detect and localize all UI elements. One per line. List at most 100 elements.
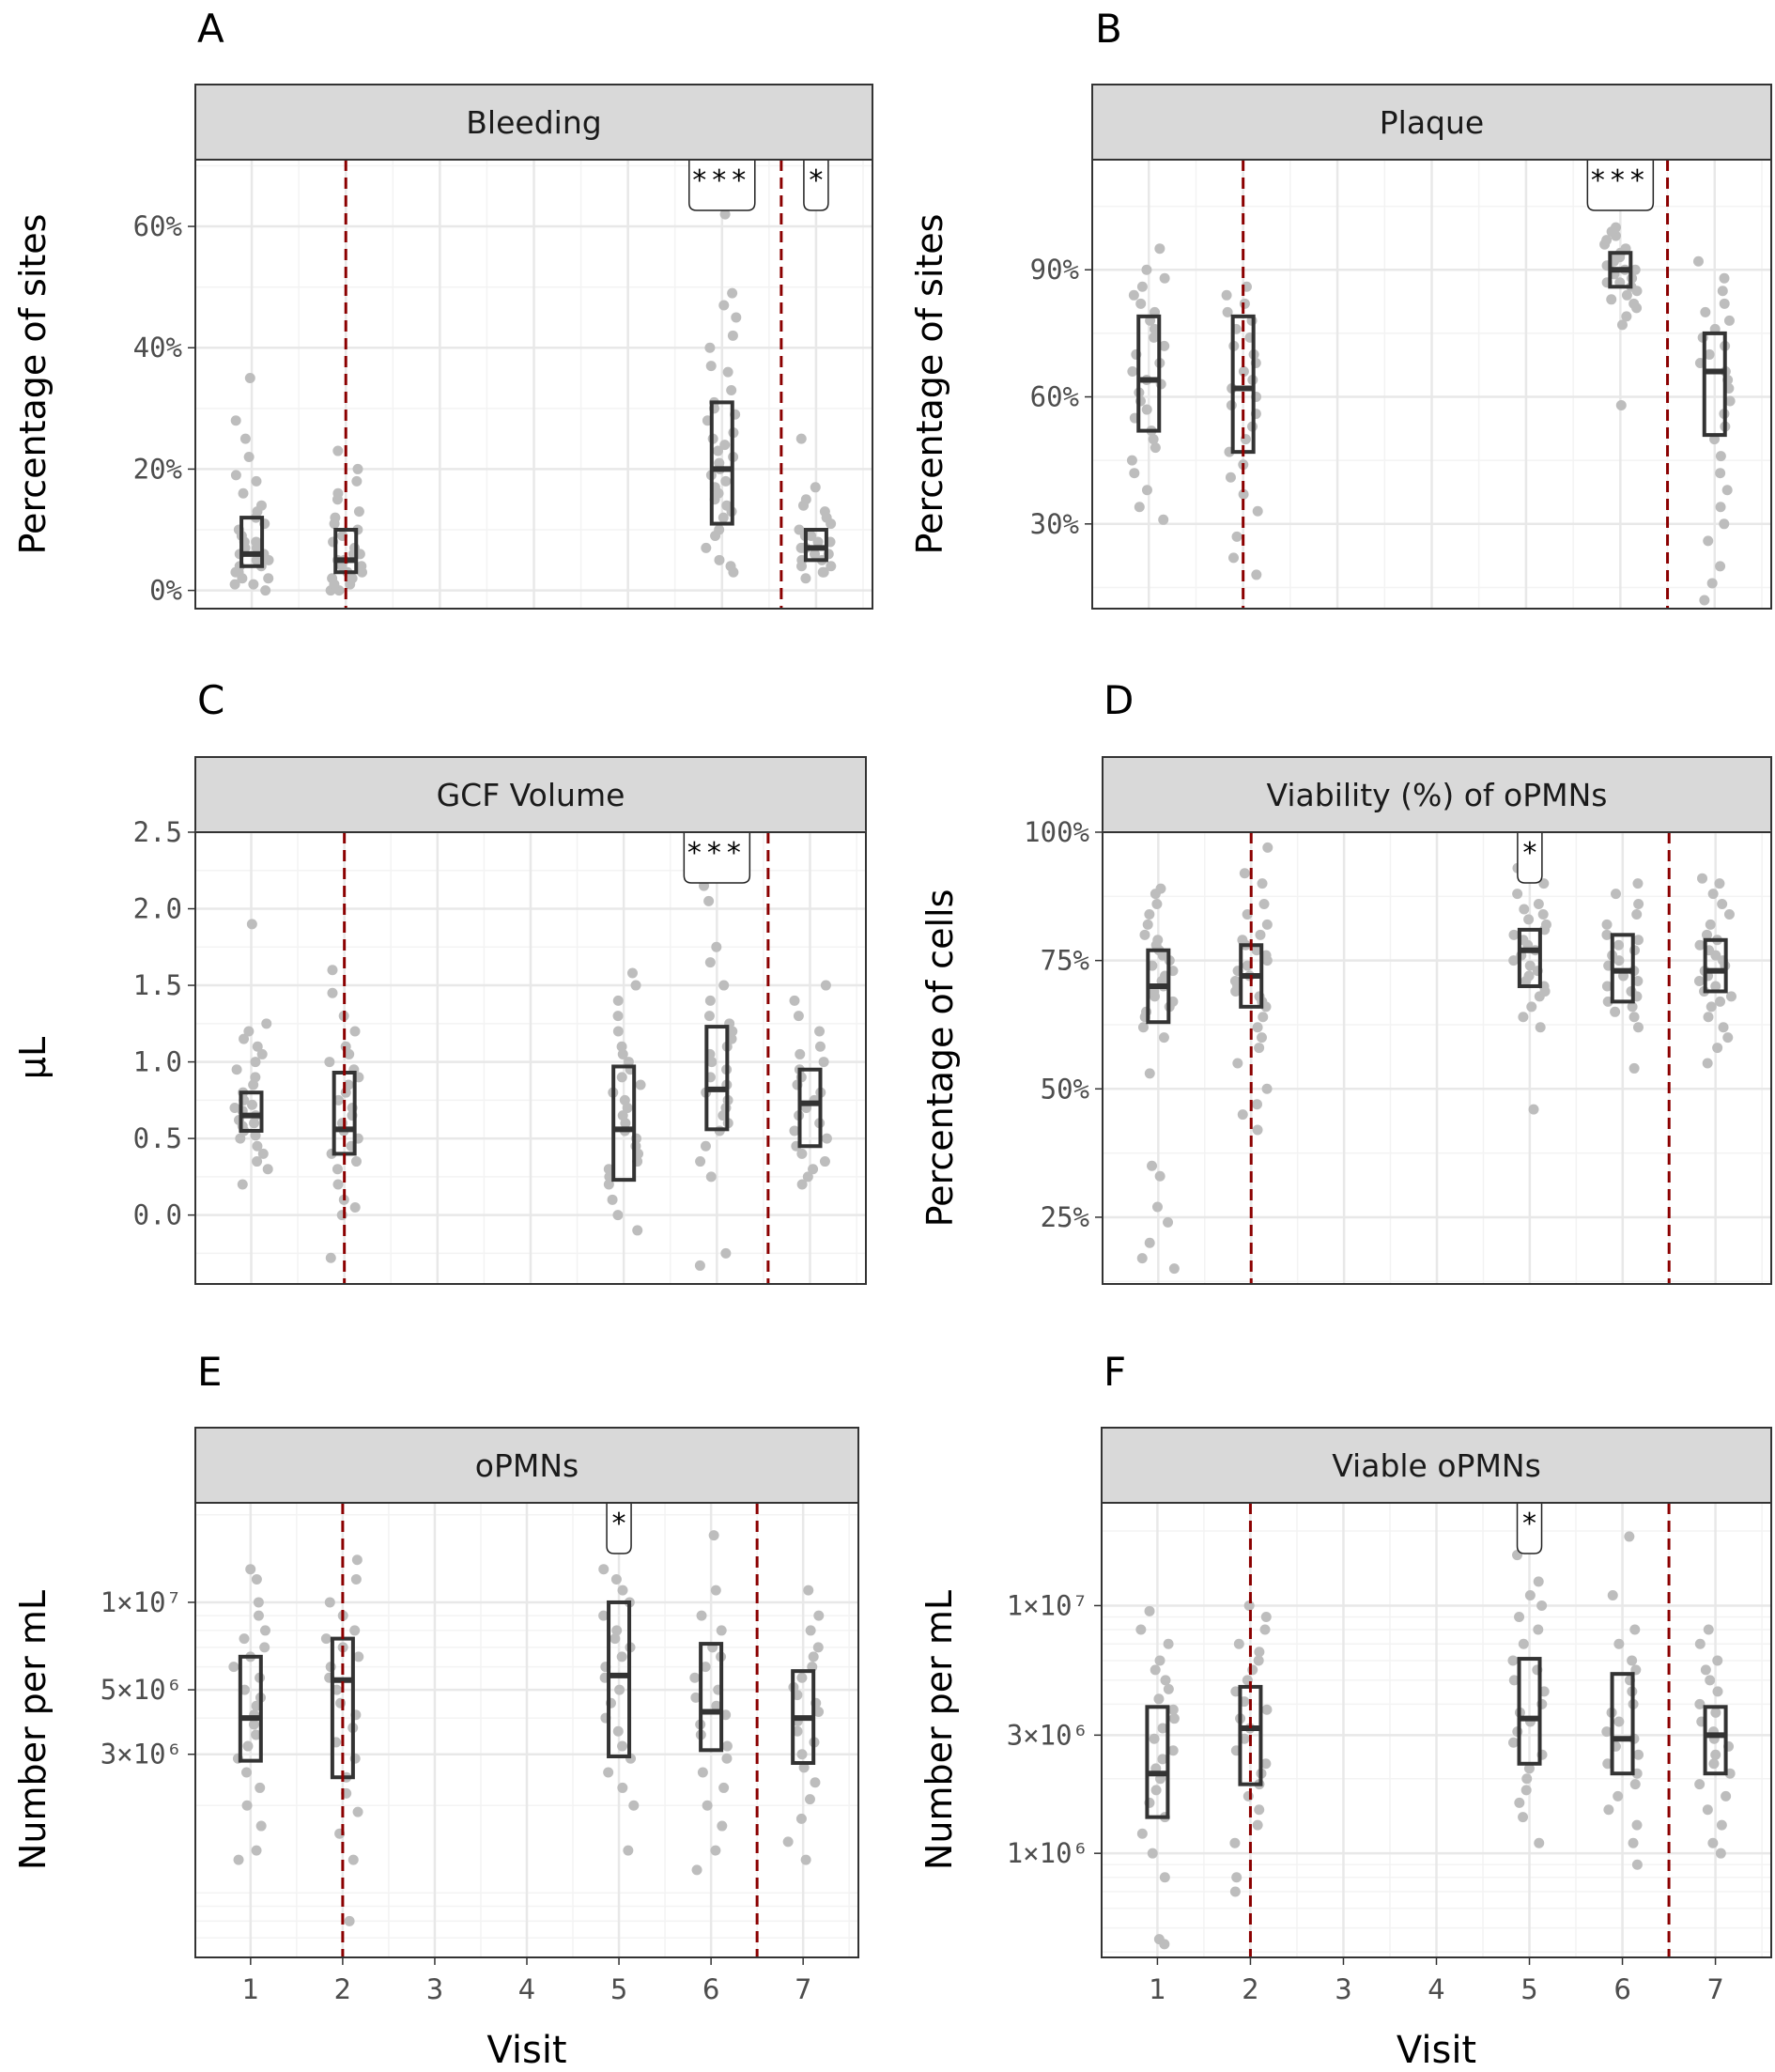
data-point xyxy=(1704,348,1715,360)
data-point xyxy=(230,415,241,426)
data-point xyxy=(607,1194,618,1205)
data-point xyxy=(810,1777,821,1788)
data-point xyxy=(1710,981,1721,992)
data-point xyxy=(802,1171,813,1183)
data-point xyxy=(731,312,742,323)
iqr-box xyxy=(709,400,734,526)
data-point xyxy=(250,1130,261,1141)
data-point xyxy=(1712,1043,1723,1054)
data-point xyxy=(718,300,730,311)
data-point xyxy=(1523,914,1535,925)
data-point xyxy=(235,1133,246,1144)
data-point xyxy=(796,1749,808,1760)
data-point xyxy=(712,445,723,456)
data-point xyxy=(1231,531,1242,542)
data-point xyxy=(1508,1675,1520,1686)
data-point xyxy=(1228,552,1240,564)
facet-title: oPMNs xyxy=(475,1447,579,1484)
data-point xyxy=(612,1725,624,1737)
data-point xyxy=(242,1740,254,1752)
data-point xyxy=(796,1148,808,1159)
data-point xyxy=(1152,935,1164,946)
x-tick-label: 6 xyxy=(1613,1973,1630,2005)
data-point xyxy=(1629,1624,1641,1635)
y-tick-label: 1.0 xyxy=(133,1046,182,1078)
data-point xyxy=(1238,488,1249,500)
iqr-boxes xyxy=(1136,251,1727,455)
data-point xyxy=(792,1690,803,1701)
data-point xyxy=(252,1156,263,1167)
data-point xyxy=(616,1072,627,1083)
y-tick-label: 5×10⁶ xyxy=(100,1674,182,1706)
data-point xyxy=(1134,502,1145,513)
data-point xyxy=(702,1800,713,1811)
data-point xyxy=(803,1585,814,1596)
data-point xyxy=(228,1662,239,1673)
data-point xyxy=(1141,264,1152,275)
data-point xyxy=(1229,1886,1241,1897)
data-point xyxy=(320,1633,332,1645)
data-point xyxy=(1697,873,1708,884)
data-point xyxy=(1628,1837,1639,1848)
data-point xyxy=(353,1651,364,1662)
data-point xyxy=(352,1806,363,1817)
data-point xyxy=(1141,485,1152,496)
data-point xyxy=(603,1767,614,1778)
data-point xyxy=(240,1767,252,1778)
data-point xyxy=(237,1179,248,1190)
data-point xyxy=(332,1094,344,1106)
data-point xyxy=(1621,289,1632,301)
data-point xyxy=(332,1179,344,1190)
data-point xyxy=(1694,1779,1706,1790)
data-point xyxy=(1699,595,1710,606)
data-point xyxy=(259,1642,270,1653)
data-point xyxy=(1262,842,1273,853)
data-point xyxy=(1533,1576,1544,1587)
y-tick-label: 3×10⁶ xyxy=(100,1739,182,1770)
data-point xyxy=(714,457,725,469)
panel-letter: C xyxy=(197,677,224,723)
data-point xyxy=(353,506,364,518)
data-point xyxy=(1237,1109,1248,1121)
data-point xyxy=(619,1094,630,1106)
data-point xyxy=(1259,1624,1271,1635)
data-point xyxy=(1260,1758,1272,1770)
data-point xyxy=(809,549,820,560)
y-tick-label: 0% xyxy=(149,575,182,607)
data-point xyxy=(1251,945,1262,956)
data-point xyxy=(1723,315,1735,326)
data-point xyxy=(1700,306,1711,317)
data-point xyxy=(1526,1001,1537,1013)
data-point xyxy=(1144,1068,1155,1079)
data-point xyxy=(718,1782,730,1793)
iqr-boxes xyxy=(1146,927,1728,1025)
data-point xyxy=(1633,899,1644,910)
data-point xyxy=(1721,485,1733,496)
data-point xyxy=(721,1753,733,1764)
x-tick-label: 1 xyxy=(1149,1973,1165,2005)
data-point xyxy=(1613,1638,1625,1649)
data-point xyxy=(1533,899,1544,910)
data-point xyxy=(808,1164,819,1175)
data-point xyxy=(239,1033,250,1044)
data-point xyxy=(1514,1797,1525,1808)
data-point xyxy=(1628,1012,1640,1023)
facet-title: Viable oPMNs xyxy=(1332,1447,1541,1484)
iqr-box xyxy=(1145,1705,1170,1819)
data-point xyxy=(1127,365,1138,377)
data-point xyxy=(1257,878,1268,889)
data-point xyxy=(1253,1655,1264,1666)
iqr-box xyxy=(1610,1672,1635,1776)
x-tick-label: 5 xyxy=(610,1973,627,2005)
data-point xyxy=(1616,319,1628,331)
data-point xyxy=(252,1140,263,1152)
data-point xyxy=(1168,1713,1180,1724)
data-point xyxy=(252,1041,263,1052)
data-point xyxy=(1703,535,1714,547)
data-point xyxy=(1261,1704,1273,1715)
data-point xyxy=(253,1597,264,1608)
data-point xyxy=(1524,960,1536,971)
data-point xyxy=(1518,1812,1529,1823)
data-point xyxy=(327,987,338,998)
data-point xyxy=(249,1118,260,1129)
